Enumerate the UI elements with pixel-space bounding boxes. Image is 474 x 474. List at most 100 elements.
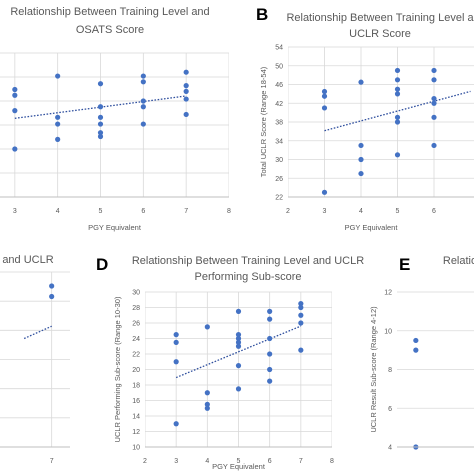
data-point bbox=[140, 121, 146, 127]
data-point bbox=[413, 347, 419, 353]
x-tick-label: 8 bbox=[330, 458, 334, 465]
data-point bbox=[431, 114, 437, 120]
data-point bbox=[298, 301, 304, 307]
data-point bbox=[431, 77, 437, 83]
x-tick-label: 6 bbox=[268, 458, 272, 465]
x-tick-label: 4 bbox=[56, 208, 60, 215]
x-tick-label: 6 bbox=[432, 208, 436, 215]
chart-title: Relatio bbox=[443, 255, 474, 267]
data-point bbox=[204, 324, 210, 330]
data-point bbox=[358, 142, 364, 149]
y-tick-label: 12 bbox=[132, 429, 140, 436]
y-tick-label: 10 bbox=[384, 328, 392, 335]
data-point bbox=[267, 378, 273, 384]
data-point bbox=[235, 386, 242, 392]
data-point bbox=[431, 142, 437, 149]
y-tick-label: 20 bbox=[132, 367, 140, 374]
x-tick-label: 5 bbox=[237, 458, 241, 465]
x-axis-label: PGY Equivalent bbox=[212, 462, 266, 471]
y-tick-label: 14 bbox=[132, 414, 140, 421]
y-tick-label: 42 bbox=[275, 101, 283, 108]
panel-E: 4 6 8 10 12 Relatio E UCLR Result Sub-score (Ra… bbox=[369, 255, 474, 452]
plot-area-A bbox=[0, 52, 229, 198]
data-point bbox=[12, 86, 18, 93]
y-tick-label: 50 bbox=[275, 63, 283, 70]
trendline bbox=[175, 325, 302, 379]
x-tick-label: 3 bbox=[174, 458, 178, 465]
y-tick-label: 8 bbox=[388, 367, 392, 374]
data-point bbox=[431, 95, 437, 102]
y-tick-label: 46 bbox=[275, 82, 283, 89]
data-point bbox=[140, 104, 146, 110]
data-point bbox=[358, 156, 364, 163]
data-point bbox=[298, 347, 304, 353]
panel-letter: D bbox=[96, 255, 108, 274]
panel-letter: B bbox=[256, 5, 268, 24]
data-point bbox=[183, 96, 189, 102]
y-tick-label: 26 bbox=[275, 176, 283, 183]
y-tick-label: 30 bbox=[275, 157, 283, 164]
x-tick-label: 7 bbox=[299, 458, 303, 465]
data-point bbox=[97, 81, 104, 87]
plot-area-D bbox=[145, 291, 332, 448]
data-point bbox=[97, 133, 104, 140]
data-point bbox=[12, 108, 18, 114]
data-point bbox=[97, 130, 104, 136]
data-point bbox=[298, 312, 304, 318]
x-tick-label: 7 bbox=[184, 208, 188, 215]
data-point bbox=[321, 88, 328, 95]
y-tick-label: 30 bbox=[132, 290, 140, 297]
data-point bbox=[358, 170, 364, 177]
chart-title: OSATS Score bbox=[76, 24, 144, 36]
plot-area-E bbox=[397, 291, 474, 450]
y-tick-label: 10 bbox=[132, 445, 140, 452]
data-point bbox=[298, 320, 304, 326]
data-point bbox=[267, 316, 273, 322]
data-point bbox=[235, 335, 242, 342]
x-tick-label: 2 bbox=[286, 208, 290, 215]
chart-title: and UCLR bbox=[2, 254, 53, 266]
y-tick-label: 26 bbox=[132, 321, 140, 328]
data-point bbox=[321, 189, 328, 195]
data-point bbox=[267, 366, 273, 373]
data-point bbox=[413, 337, 419, 344]
data-point bbox=[267, 335, 273, 342]
data-point bbox=[55, 136, 61, 142]
x-tick-label: 5 bbox=[396, 208, 400, 215]
data-point bbox=[235, 332, 242, 338]
y-tick-label: 54 bbox=[275, 45, 283, 52]
data-point bbox=[183, 88, 189, 94]
data-point bbox=[267, 351, 273, 357]
panel-A: 3 4 5 6 7 8 Relationship Between Training Leve… bbox=[0, 6, 231, 232]
panel-D: 2 3 4 5 6 7 8 10 12 14 16 18 20 22 24 26 28 30 Relationshi… bbox=[96, 255, 364, 471]
data-point bbox=[394, 119, 401, 125]
data-point bbox=[298, 304, 304, 311]
y-axis-label: UCLR Result Sub-score (Range 4-12) bbox=[369, 306, 378, 433]
data-point bbox=[49, 293, 55, 300]
y-axis-label: Total UCLR Score (Range 18-54) bbox=[259, 66, 268, 177]
panel-C: 7 and UCLR bbox=[0, 254, 70, 465]
data-point bbox=[173, 332, 179, 338]
x-tick-label: 8 bbox=[227, 208, 231, 215]
x-axis-label: PGY Equivalent bbox=[345, 223, 399, 232]
data-point bbox=[12, 146, 18, 152]
chart-title: UCLR Score bbox=[349, 28, 411, 40]
x-tick-label: 7 bbox=[50, 458, 54, 465]
data-point bbox=[235, 363, 242, 369]
chart-title: Relationship Between Training Level a bbox=[286, 12, 474, 24]
chart-title: Relationship Between Training Level and … bbox=[132, 255, 364, 267]
data-point bbox=[235, 339, 242, 345]
data-point bbox=[358, 79, 364, 85]
data-point bbox=[173, 339, 179, 345]
data-point bbox=[394, 152, 401, 158]
x-tick-label: 4 bbox=[205, 458, 209, 465]
data-point bbox=[321, 93, 328, 99]
trendline bbox=[324, 90, 471, 132]
chart-title: Relationship Between Training Level and bbox=[10, 6, 209, 18]
data-point bbox=[140, 79, 146, 85]
y-tick-label: 34 bbox=[275, 138, 283, 145]
data-point bbox=[394, 67, 401, 74]
y-axis-label: UCLR Performing Sub-score (Range 10-30) bbox=[113, 296, 122, 442]
